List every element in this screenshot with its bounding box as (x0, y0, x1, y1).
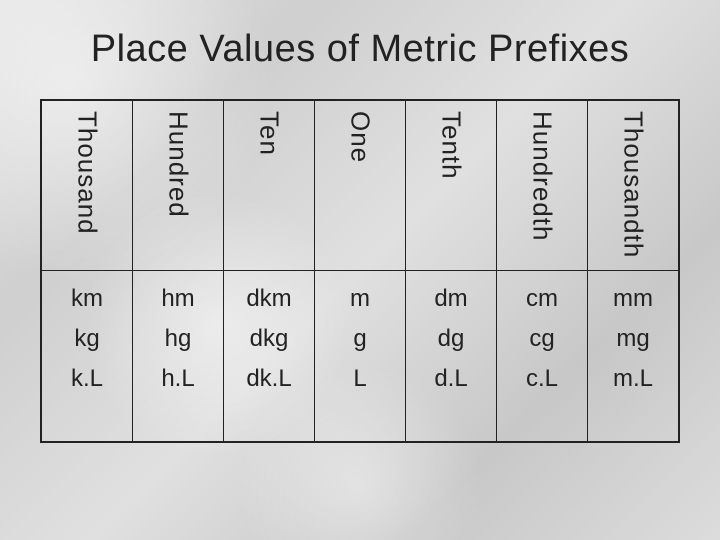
unit: h.L (161, 365, 194, 393)
unit: c.L (526, 365, 558, 393)
body-cell: dkm dkg dk.L (224, 271, 314, 441)
header-label: Ten (254, 111, 285, 156)
col-tenth: Tenth dm dg d.L (406, 101, 497, 441)
header-label: Hundredth (527, 111, 558, 241)
body-cell: m g L (315, 271, 405, 441)
header-cell: Ten (224, 101, 314, 271)
header-label: One (345, 111, 376, 163)
unit: dm (434, 285, 467, 313)
metric-prefix-table: Thousand km kg k.L Hundred hm hg h.L Ten… (40, 99, 680, 443)
unit: dkg (250, 325, 289, 353)
unit: dkm (246, 285, 291, 313)
unit: cg (529, 325, 554, 353)
page-title: Place Values of Metric Prefixes (40, 28, 680, 71)
unit: g (353, 325, 366, 353)
header-cell: Hundredth (497, 101, 587, 271)
header-cell: Thousand (42, 101, 132, 271)
col-ten: Ten dkm dkg dk.L (224, 101, 315, 441)
header-cell: Thousandth (588, 101, 678, 271)
header-label: Hundred (163, 111, 194, 218)
body-cell: dm dg d.L (406, 271, 496, 441)
unit: d.L (434, 365, 467, 393)
unit: mm (613, 285, 653, 313)
header-label: Tenth (436, 111, 467, 180)
header-cell: Hundred (133, 101, 223, 271)
unit: m.L (613, 365, 653, 393)
body-cell: km kg k.L (42, 271, 132, 441)
unit: hg (165, 325, 192, 353)
col-thousandth: Thousandth mm mg m.L (588, 101, 678, 441)
col-one: One m g L (315, 101, 406, 441)
header-cell: One (315, 101, 405, 271)
unit: mg (616, 325, 649, 353)
unit: dg (438, 325, 465, 353)
unit: cm (526, 285, 558, 313)
col-hundred: Hundred hm hg h.L (133, 101, 224, 441)
unit: L (353, 365, 366, 393)
col-thousand: Thousand km kg k.L (42, 101, 133, 441)
body-cell: hm hg h.L (133, 271, 223, 441)
header-label: Thousand (72, 111, 103, 235)
unit: hm (161, 285, 194, 313)
body-cell: cm cg c.L (497, 271, 587, 441)
header-cell: Tenth (406, 101, 496, 271)
body-cell: mm mg m.L (588, 271, 678, 441)
unit: kg (74, 325, 99, 353)
unit: dk.L (246, 365, 291, 393)
unit: m (350, 285, 370, 313)
header-label: Thousandth (618, 111, 649, 258)
unit: k.L (71, 365, 103, 393)
unit: km (71, 285, 103, 313)
col-hundredth: Hundredth cm cg c.L (497, 101, 588, 441)
